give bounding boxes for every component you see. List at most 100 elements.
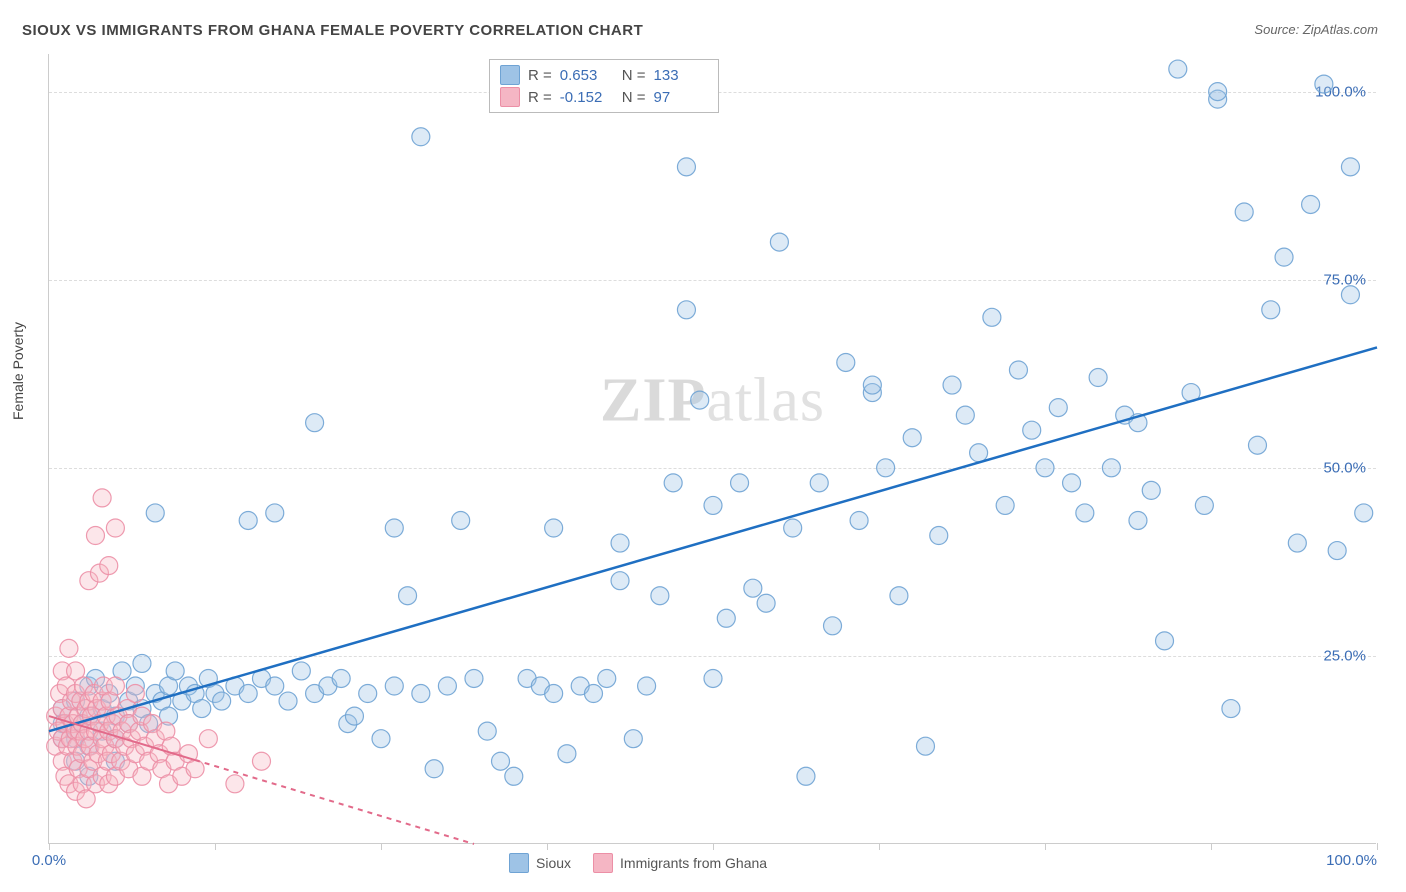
scatter-point xyxy=(1089,369,1107,387)
scatter-point xyxy=(399,587,417,605)
scatter-point xyxy=(239,685,257,703)
scatter-point xyxy=(492,752,510,770)
scatter-point xyxy=(385,519,403,537)
scatter-point xyxy=(1315,75,1333,93)
n-value-2: 97 xyxy=(654,89,708,106)
chart-title: SIOUX VS IMMIGRANTS FROM GHANA FEMALE PO… xyxy=(22,22,643,39)
scatter-point xyxy=(1102,459,1120,477)
scatter-point xyxy=(784,519,802,537)
scatter-point xyxy=(837,353,855,371)
scatter-point xyxy=(60,639,78,657)
scatter-point xyxy=(611,534,629,552)
scatter-point xyxy=(1248,436,1266,454)
scatter-point xyxy=(1142,481,1160,499)
scatter-point xyxy=(239,511,257,529)
scatter-point xyxy=(664,474,682,492)
scatter-point xyxy=(983,308,1001,326)
scatter-point xyxy=(1275,248,1293,266)
x-tick xyxy=(547,843,548,850)
scatter-point xyxy=(545,519,563,537)
scatter-point xyxy=(731,474,749,492)
scatter-point xyxy=(1049,399,1067,417)
chart-plot-area: ZIPatlas 25.0%50.0%75.0%100.0% 0.0%100.0… xyxy=(48,54,1376,844)
scatter-point xyxy=(332,669,350,687)
scatter-point xyxy=(100,557,118,575)
scatter-point xyxy=(956,406,974,424)
scatter-point xyxy=(996,496,1014,514)
scatter-point xyxy=(545,685,563,703)
scatter-point xyxy=(890,587,908,605)
scatter-point xyxy=(558,745,576,763)
scatter-point xyxy=(372,730,390,748)
x-tick xyxy=(215,843,216,850)
scatter-point xyxy=(1328,542,1346,560)
scatter-point xyxy=(1036,459,1054,477)
scatter-point xyxy=(1023,421,1041,439)
scatter-point xyxy=(584,685,602,703)
scatter-point xyxy=(213,692,231,710)
legend-label-series2: Immigrants from Ghana xyxy=(620,855,767,871)
legend-swatch-series1 xyxy=(509,853,529,873)
scatter-point xyxy=(1076,504,1094,522)
legend-swatch-series2 xyxy=(593,853,613,873)
scatter-point xyxy=(1129,511,1147,529)
scatter-point xyxy=(1288,534,1306,552)
scatter-point xyxy=(186,760,204,778)
scatter-point xyxy=(412,128,430,146)
scatter-point xyxy=(133,654,151,672)
scatter-point xyxy=(465,669,483,687)
scatter-point xyxy=(903,429,921,447)
scatter-point xyxy=(505,767,523,785)
scatter-point xyxy=(704,496,722,514)
x-tick-label: 100.0% xyxy=(1326,852,1377,869)
scatter-point xyxy=(452,511,470,529)
scatter-point xyxy=(1262,301,1280,319)
scatter-point xyxy=(292,662,310,680)
scatter-point xyxy=(1169,60,1187,78)
stats-row-series1: R = 0.653 N = 133 xyxy=(500,64,708,86)
scatter-point xyxy=(252,752,270,770)
x-tick xyxy=(713,843,714,850)
scatter-point xyxy=(166,662,184,680)
x-tick xyxy=(1045,843,1046,850)
scatter-point xyxy=(824,617,842,635)
n-label-2: N = xyxy=(622,89,646,106)
x-tick xyxy=(879,843,880,850)
scatter-point xyxy=(266,677,284,695)
scatter-point xyxy=(850,511,868,529)
scatter-point xyxy=(677,158,695,176)
r-label-1: R = xyxy=(528,67,552,84)
scatter-point xyxy=(943,376,961,394)
scatter-point xyxy=(1341,158,1359,176)
scatter-point xyxy=(226,775,244,793)
scatter-point xyxy=(704,669,722,687)
scatter-point xyxy=(412,685,430,703)
source-name: ZipAtlas.com xyxy=(1303,22,1378,37)
scatter-point xyxy=(717,609,735,627)
scatter-point xyxy=(1341,286,1359,304)
x-tick xyxy=(1211,843,1212,850)
scatter-point xyxy=(757,594,775,612)
correlation-stats-box: R = 0.653 N = 133 R = -0.152 N = 97 xyxy=(489,59,719,113)
scatter-point xyxy=(438,677,456,695)
scatter-point xyxy=(1302,195,1320,213)
legend-item-series2: Immigrants from Ghana xyxy=(593,853,767,873)
scatter-point xyxy=(106,519,124,537)
r-label-2: R = xyxy=(528,89,552,106)
scatter-point xyxy=(770,233,788,251)
scatter-point xyxy=(863,376,881,394)
r-value-1: 0.653 xyxy=(560,67,614,84)
scatter-point xyxy=(1209,83,1227,101)
x-tick xyxy=(381,843,382,850)
legend-label-series1: Sioux xyxy=(536,855,571,871)
scatter-point xyxy=(106,677,124,695)
bottom-legend: Sioux Immigrants from Ghana xyxy=(509,853,767,873)
scatter-point xyxy=(193,700,211,718)
scatter-point xyxy=(1222,700,1240,718)
scatter-point xyxy=(1355,504,1373,522)
scatter-point xyxy=(744,579,762,597)
scatter-point xyxy=(691,391,709,409)
scatter-point xyxy=(199,730,217,748)
scatter-point xyxy=(126,685,144,703)
scatter-point xyxy=(478,722,496,740)
